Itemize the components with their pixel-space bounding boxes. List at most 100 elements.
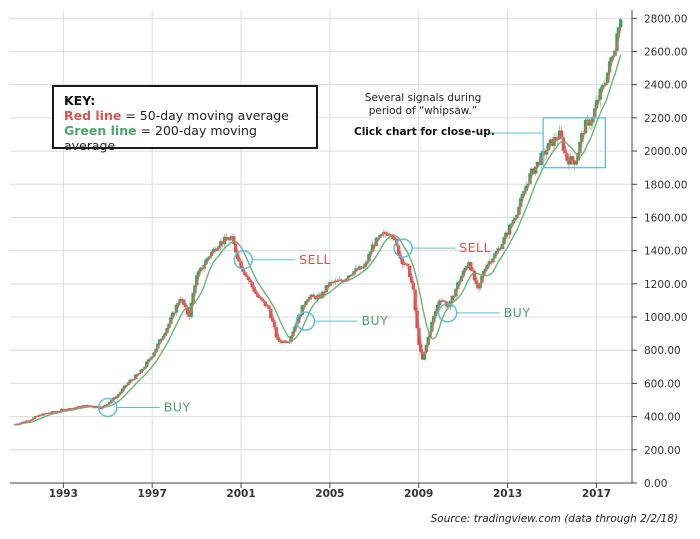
candle-body: [559, 130, 564, 138]
candle-body: [396, 245, 401, 256]
candle-body: [432, 316, 436, 322]
candle-body: [570, 156, 575, 161]
candle-body: [276, 337, 280, 341]
signal-label: BUY: [361, 313, 388, 328]
candle-body: [369, 251, 373, 254]
candle-body: [237, 259, 242, 262]
y-tick-label: 200.00: [644, 445, 681, 457]
candle-body: [565, 153, 569, 161]
signal-label: BUY: [164, 399, 191, 414]
candle-body: [128, 380, 132, 383]
candle-body: [467, 262, 471, 267]
candle-body: [600, 85, 604, 89]
candle-body: [456, 282, 460, 289]
candle-body: [415, 310, 419, 329]
candle-body: [535, 161, 540, 167]
candle-body: [367, 253, 371, 262]
candle-body: [274, 327, 279, 338]
candlestick-series: [13, 17, 623, 426]
candle-body: [235, 252, 240, 260]
candle-body: [330, 281, 334, 283]
candle-body: [306, 299, 310, 302]
candle-body: [230, 236, 234, 238]
candle-body: [326, 285, 330, 287]
candle-body: [402, 263, 406, 265]
candle-body: [528, 173, 532, 184]
candle-body: [324, 285, 329, 292]
candle-body: [280, 341, 284, 343]
candle-body: [493, 253, 497, 259]
candle-body: [607, 61, 612, 73]
candle-body: [313, 296, 317, 300]
candle-body: [487, 261, 491, 265]
candle-body: [254, 291, 258, 294]
x-tick-label: 2005: [315, 488, 344, 500]
candle-body: [141, 368, 145, 370]
candle-body: [583, 119, 588, 134]
candle-body: [241, 268, 245, 272]
candle-body: [420, 351, 425, 360]
key-green-name: Green line: [64, 123, 137, 138]
candle-body: [609, 57, 614, 62]
candle-body: [191, 293, 195, 304]
candle-body: [611, 55, 616, 58]
candle-body: [461, 270, 466, 277]
candle-body: [245, 275, 249, 277]
key-red-desc: = 50-day moving average: [121, 108, 289, 123]
candle-body: [226, 239, 230, 241]
candle-body: [554, 137, 558, 140]
candle-body: [278, 340, 282, 342]
signal-label: SELL: [459, 240, 491, 255]
candle-body: [269, 308, 273, 319]
x-tick-label: 2017: [582, 488, 611, 500]
candle-body: [485, 264, 490, 269]
y-tick-label: 2200.00: [644, 113, 687, 125]
candle-body: [270, 318, 275, 322]
candle-body: [474, 280, 479, 285]
candle-body: [430, 321, 434, 332]
candle-body: [224, 237, 229, 240]
candle-body: [419, 344, 423, 352]
whipsaw-box: [542, 117, 606, 169]
candle-body: [480, 275, 484, 283]
candle-body: [589, 122, 593, 126]
signal-annotations: BUY SELL BUY SELL BUY: [97, 117, 606, 418]
candle-body: [298, 314, 303, 316]
y-tick-label: 2400.00: [644, 80, 687, 92]
candle-body: [180, 299, 184, 301]
x-tick-label: 2013: [493, 488, 522, 500]
y-tick-label: 1000.00: [644, 312, 687, 324]
candle-body: [248, 280, 253, 283]
candle-body: [206, 257, 210, 260]
candle-body: [263, 301, 267, 307]
key-red-row: Red line = 50-day moving average: [64, 108, 306, 123]
candle-body: [302, 304, 306, 306]
key-green-row: Green line = 200-day moving average: [64, 123, 306, 153]
candle-body: [463, 268, 467, 271]
candle-body: [193, 285, 197, 294]
candle-body: [165, 327, 169, 333]
candle-body: [146, 359, 151, 362]
candle-body: [482, 270, 486, 276]
candle-body: [548, 139, 553, 144]
axes: 0.00 200.00 400.00 600.00 800.00 1000.00 1200.…: [10, 10, 687, 500]
candle-body: [178, 299, 182, 303]
y-tick-label: 2600.00: [644, 46, 687, 58]
candle-body: [557, 130, 562, 140]
candle-body: [450, 295, 454, 301]
candle-body: [252, 286, 256, 292]
candle-body: [317, 294, 321, 296]
candle-body: [145, 361, 149, 367]
candle-body: [293, 326, 297, 332]
x-tick-label: 2001: [226, 488, 255, 500]
candle-body: [407, 265, 412, 277]
candle-body: [470, 270, 475, 272]
candle-body: [354, 268, 358, 272]
candle-body: [426, 337, 430, 345]
signal-label: SELL: [299, 252, 331, 267]
y-tick-label: 2800.00: [644, 13, 687, 25]
x-tick-label: 1997: [138, 488, 167, 500]
candle-body: [567, 160, 571, 165]
candle-body: [563, 150, 567, 154]
click-for-closeup-link[interactable]: Click chart for close-up.: [354, 126, 495, 138]
